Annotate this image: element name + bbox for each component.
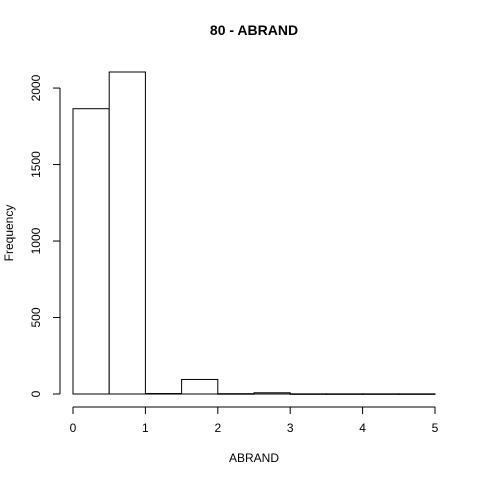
histogram-bar-8 [362,393,400,395]
x-axis: 0 1 2 3 4 5 [70,406,439,435]
y-tick-label: 0 [29,390,43,397]
x-tick-label: 3 [287,421,294,435]
x-tick-label: 5 [432,421,439,435]
y-axis-label: Frequency [2,205,16,262]
histogram-bar-3 [181,378,219,395]
histogram-bar-0 [72,108,110,395]
x-tick-label: 2 [214,421,221,435]
x-tick-label: 4 [359,421,366,435]
chart-title: 80 - ABRAND [210,22,298,38]
histogram-bar-7 [325,393,364,395]
y-tick-label: 2000 [29,74,43,101]
histogram-bar-9 [398,393,436,395]
histogram-bar-2 [144,393,183,395]
y-axis: 0 500 1000 1500 2000 [29,74,61,397]
y-tick-label: 500 [29,307,43,327]
x-tick-label: 0 [70,421,77,435]
histogram-bar-6 [289,393,327,395]
histogram-bar-5 [253,392,291,395]
x-tick-label: 1 [142,421,149,435]
y-tick-label: 1000 [29,227,43,254]
histogram-bar-4 [217,393,255,395]
bars-group [72,71,436,395]
x-axis-label: ABRAND [229,451,279,465]
y-tick-label: 1500 [29,151,43,178]
histogram-bar-1 [108,71,146,395]
